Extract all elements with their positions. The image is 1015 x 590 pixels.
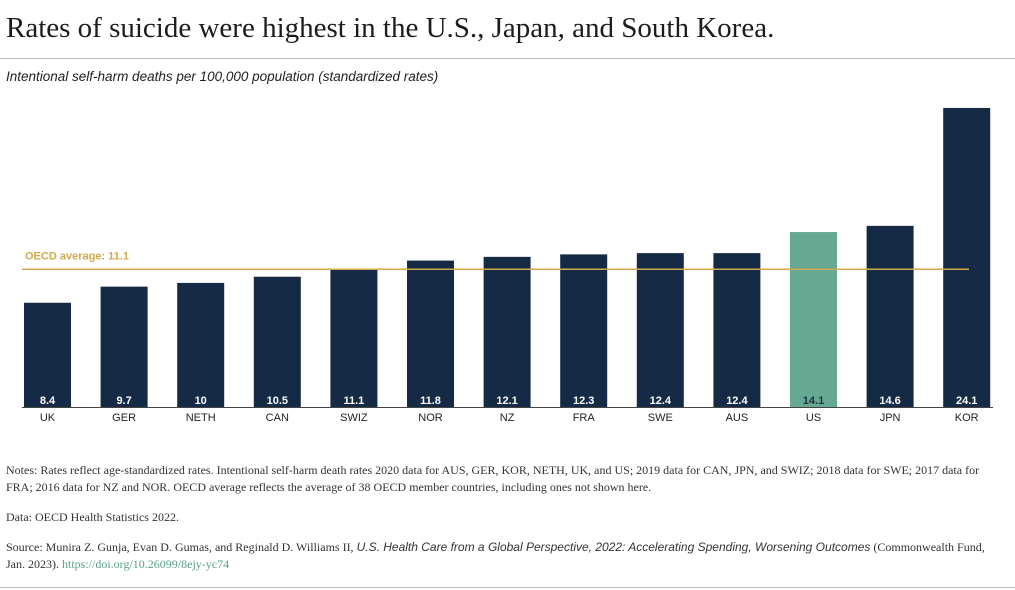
data-source-text: Data: OECD Health Statistics 2022. [6, 510, 179, 524]
category-label-uk: UK [40, 412, 56, 424]
value-labels-group: 8.4 9.7 10 10.5 11.1 11.8 12.1 12.3 12.4 12.4 14.1… [40, 395, 978, 407]
bar-kor [943, 107, 991, 408]
value-label-us: 14.1 [803, 395, 824, 407]
source-suffix: (Commonwealth Fund, Jan. 2023). [6, 540, 985, 571]
category-label-ger: GER [112, 412, 136, 424]
bar-swiz [330, 269, 378, 407]
value-label-swiz: 11.1 [343, 395, 364, 407]
value-label-nz: 12.1 [496, 395, 517, 407]
chart-title: Rates of suicide were highest in the U.S… [6, 12, 775, 44]
bar-chart: OECD average: 11.1 8.4 9.7 10 10.5 11.1 11.8 1… [22, 107, 993, 424]
category-label-fra: FRA [573, 412, 596, 424]
value-label-swe: 12.4 [650, 395, 672, 407]
category-label-swiz: SWIZ [340, 412, 368, 424]
bar-swe [636, 253, 684, 407]
value-label-jpn: 14.6 [879, 395, 900, 407]
average-line-group: OECD average: 11.1 [22, 250, 969, 271]
bottom-divider [0, 587, 1015, 588]
bar-nor [407, 260, 454, 407]
bar-can [253, 276, 301, 407]
bar-neth [177, 282, 225, 407]
notes-text: Notes: Rates reflect age-standardized ra… [6, 463, 980, 494]
bars-group [24, 107, 991, 408]
chart-subtitle: Intentional self-harm deaths per 100,000… [6, 69, 439, 84]
value-label-aus: 12.4 [726, 395, 748, 407]
category-label-us: US [806, 412, 821, 424]
category-label-can: CAN [266, 412, 289, 424]
bar-nz [483, 256, 531, 407]
value-label-can: 10.5 [267, 395, 288, 407]
bar-aus [713, 253, 761, 407]
category-label-nz: NZ [500, 412, 515, 424]
source-prefix: Source: Munira Z. Gunja, Evan D. Gumas, … [6, 540, 357, 554]
value-label-ger: 9.7 [116, 395, 131, 407]
bar-uk [24, 302, 71, 407]
bar-fra [560, 254, 608, 407]
category-label-swe: SWE [648, 412, 673, 424]
oecd-average-label: OECD average: 11.1 [25, 250, 129, 262]
category-labels-group: UK GER NETH CAN SWIZ NOR NZ FRA SWE AUS US JPN KOR [22, 407, 993, 424]
category-label-nor: NOR [418, 412, 443, 424]
category-label-aus: AUS [726, 412, 749, 424]
value-label-neth: 10 [195, 395, 207, 407]
value-label-uk: 8.4 [40, 395, 56, 407]
footnotes: Notes: Rates reflect age-standardized ra… [6, 462, 1006, 586]
value-label-fra: 12.3 [573, 395, 594, 407]
category-label-kor: KOR [955, 412, 979, 424]
source-citation: Source: Munira Z. Gunja, Evan D. Gumas, … [6, 539, 1006, 573]
bar-us [790, 232, 837, 407]
category-label-neth: NETH [186, 412, 216, 424]
top-divider [0, 58, 1015, 59]
bar-ger [100, 286, 148, 407]
value-label-kor: 24.1 [956, 395, 977, 407]
source-report-title: U.S. Health Care from a Global Perspecti… [356, 540, 871, 554]
source-doi-link[interactable]: https://doi.org/10.26099/8ejy-yc74 [62, 557, 230, 571]
bar-jpn [866, 225, 914, 407]
category-label-jpn: JPN [880, 412, 901, 424]
value-label-nor: 11.8 [420, 395, 441, 407]
